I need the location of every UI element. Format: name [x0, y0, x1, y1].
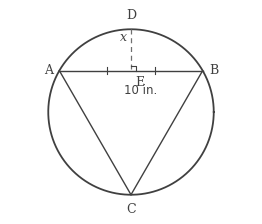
Text: A: A [44, 64, 53, 77]
Text: E: E [135, 76, 144, 89]
Text: 10 in.: 10 in. [124, 84, 157, 97]
Text: D: D [126, 9, 136, 22]
Text: C: C [126, 203, 136, 216]
Text: B: B [209, 64, 219, 77]
Text: x: x [120, 31, 127, 44]
